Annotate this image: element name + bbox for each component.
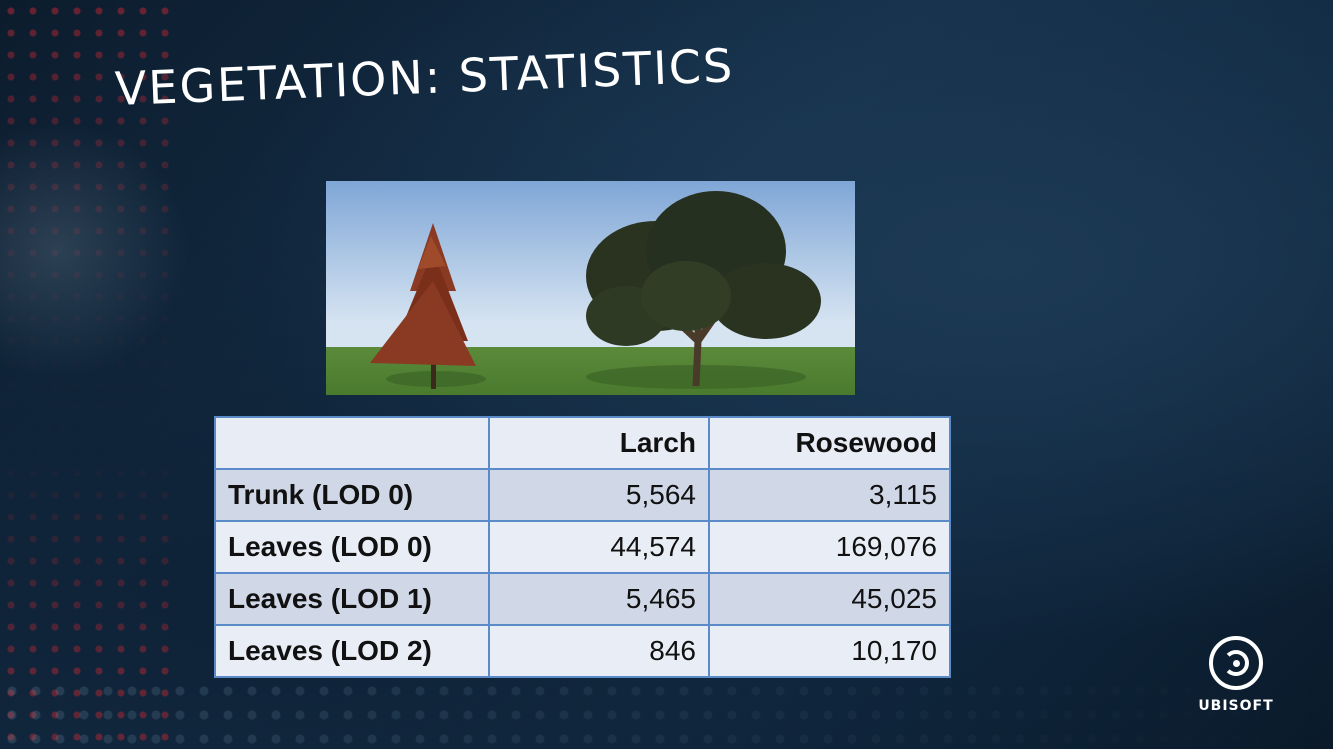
header-cell-larch: Larch [488, 416, 710, 470]
statistics-table: Larch Rosewood Trunk (LOD 0) 5,564 3,115… [214, 416, 951, 678]
grunge-texture-bottom [0, 679, 1333, 749]
row-label: Leaves (LOD 2) [214, 624, 490, 678]
row-label: Leaves (LOD 0) [214, 520, 490, 574]
rosewood-value: 10,170 [708, 624, 951, 678]
rosewood-value: 169,076 [708, 520, 951, 574]
tree-render-image [326, 181, 855, 395]
larch-value: 5,465 [488, 572, 710, 626]
table-row: Leaves (LOD 0) 44,574 169,076 [214, 520, 951, 574]
rosewood-tree [586, 191, 821, 387]
grunge-texture-left [0, 0, 170, 749]
grunge-wash [0, 120, 190, 380]
ubisoft-swirl-icon [1209, 636, 1263, 690]
table-row: Leaves (LOD 1) 5,465 45,025 [214, 572, 951, 626]
larch-value: 5,564 [488, 468, 710, 522]
ubisoft-logo: UBISOFT [1186, 636, 1286, 716]
slide-title: VEGETATION: STATISTICS [113, 38, 736, 116]
ubisoft-wordmark: UBISOFT [1198, 698, 1274, 714]
row-label: Trunk (LOD 0) [214, 468, 490, 522]
rosewood-value: 45,025 [708, 572, 951, 626]
header-cell-rosewood: Rosewood [708, 416, 951, 470]
row-label: Leaves (LOD 1) [214, 572, 490, 626]
rosewood-value: 3,115 [708, 468, 951, 522]
larch-value: 846 [488, 624, 710, 678]
table-header-row: Larch Rosewood [214, 416, 951, 470]
table-row: Leaves (LOD 2) 846 10,170 [214, 624, 951, 678]
table-row: Trunk (LOD 0) 5,564 3,115 [214, 468, 951, 522]
header-cell-empty [214, 416, 490, 470]
larch-tree [370, 223, 476, 389]
larch-value: 44,574 [488, 520, 710, 574]
